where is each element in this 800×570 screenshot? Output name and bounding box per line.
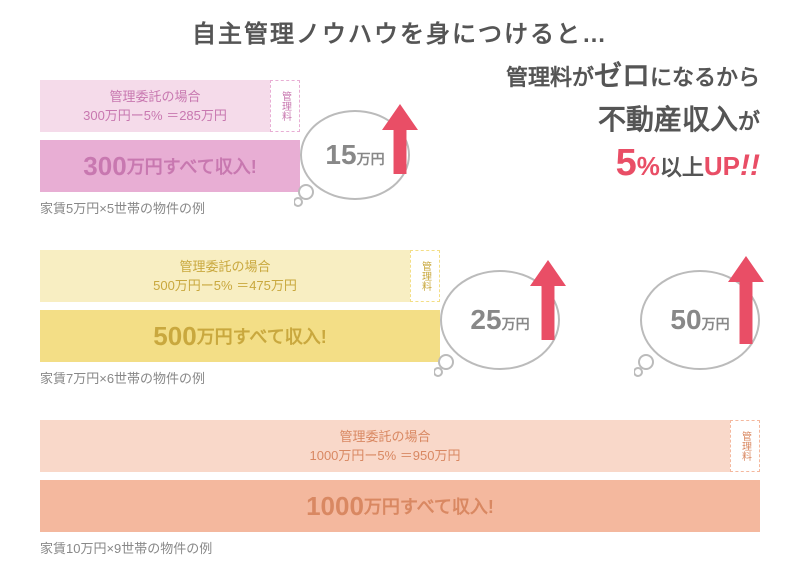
managed-bar-body: 管理委託の場合300万円ー5% ＝285万円	[40, 80, 270, 132]
managed-label-2: 500万円ー5% ＝475万円	[153, 276, 297, 296]
up-arrow-icon	[530, 260, 566, 340]
bar-caption: 家賃5万円×5世帯の物件の例	[40, 198, 300, 217]
managed-bar: 管理委託の場合300万円ー5% ＝285万円管理料	[40, 80, 300, 132]
sub2b: が	[738, 109, 760, 134]
full-num: 500	[153, 321, 196, 352]
managed-bar: 管理委託の場合500万円ー5% ＝475万円管理料	[40, 250, 440, 302]
bubble-unit: 万円	[702, 314, 730, 334]
bubble-tail	[294, 184, 324, 208]
full-txt: 万円すべて収入!	[364, 493, 494, 519]
full-num: 300	[83, 151, 126, 182]
subtitle: 管理料がゼロになるから 不動産収入が 5%以上UP!!	[506, 54, 760, 185]
sub3txt: 以上	[660, 155, 704, 180]
sub3pct: %	[637, 151, 660, 181]
bubble-num: 50	[670, 304, 701, 336]
self-managed-bar: 500万円すべて収入!	[40, 310, 440, 362]
bar-group-0: 管理委託の場合300万円ー5% ＝285万円管理料300万円すべて収入!家賃5万…	[40, 80, 300, 217]
managed-bar-body: 管理委託の場合1000万円ー5% ＝950万円	[40, 420, 730, 472]
bar-caption: 家賃7万円×6世帯の物件の例	[40, 368, 440, 387]
main-title: 自主管理ノウハウを身につけると…	[0, 0, 800, 49]
managed-label-1: 管理委託の場合	[339, 427, 430, 447]
managed-label-1: 管理委託の場合	[109, 87, 200, 107]
bubble-tail	[434, 354, 464, 378]
bar-group-1: 管理委託の場合500万円ー5% ＝475万円管理料500万円すべて収入!家賃7万…	[40, 250, 440, 387]
fee-label: 管理料	[270, 80, 300, 132]
sub3excl: !!	[740, 149, 760, 182]
bar-group-2: 管理委託の場合1000万円ー5% ＝950万円管理料1000万円すべて収入!家賃…	[40, 420, 760, 557]
bubble-tail	[634, 354, 664, 378]
sub1b: ゼロ	[594, 60, 650, 91]
managed-label-1: 管理委託の場合	[179, 257, 270, 277]
sub3num: 5	[616, 142, 637, 184]
fee-label: 管理料	[730, 420, 760, 472]
sub3up: UP	[704, 151, 740, 181]
fee-label: 管理料	[410, 250, 440, 302]
bubble-num: 25	[470, 304, 501, 336]
managed-bar: 管理委託の場合1000万円ー5% ＝950万円管理料	[40, 420, 760, 472]
self-managed-bar: 300万円すべて収入!	[40, 140, 300, 192]
full-txt: 万円すべて収入!	[197, 323, 327, 349]
full-num: 1000	[306, 491, 364, 522]
bar-caption: 家賃10万円×9世帯の物件の例	[40, 538, 760, 557]
managed-label-2: 1000万円ー5% ＝950万円	[309, 446, 460, 466]
managed-bar-body: 管理委託の場合500万円ー5% ＝475万円	[40, 250, 410, 302]
self-managed-bar: 1000万円すべて収入!	[40, 480, 760, 532]
sub1c: になるから	[650, 65, 760, 90]
bubble-unit: 万円	[357, 149, 385, 169]
bubble-unit: 万円	[502, 314, 530, 334]
up-arrow-icon	[728, 256, 764, 344]
sub2a: 不動産収入	[598, 104, 738, 135]
sub1a: 管理料が	[506, 65, 594, 90]
up-arrow-icon	[382, 104, 418, 174]
managed-label-2: 300万円ー5% ＝285万円	[83, 106, 227, 126]
full-txt: 万円すべて収入!	[127, 153, 257, 179]
bubble-num: 15	[325, 139, 356, 171]
